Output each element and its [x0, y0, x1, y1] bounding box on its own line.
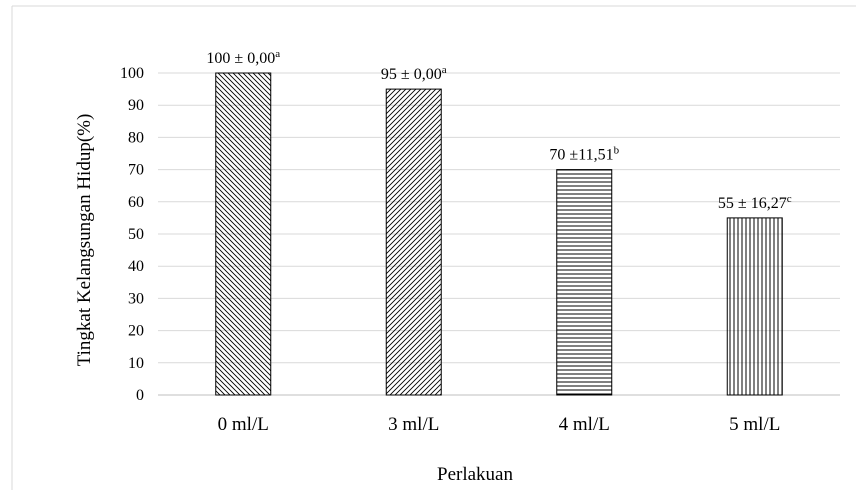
data-label: 55 ± 16,27c [718, 193, 792, 212]
data-label-value: 55 ± 16,27 [718, 195, 787, 212]
data-label: 70 ±11,51b [549, 145, 619, 164]
data-label: 95 ± 0,00a [381, 64, 447, 83]
gridlines [158, 72, 840, 396]
data-label-value: 70 ±11,51 [549, 147, 613, 164]
y-tick-label: 40 [128, 258, 144, 275]
x-category-label: 4 ml/L [559, 414, 610, 435]
data-label: 100 ± 0,00a [206, 48, 280, 67]
bar [726, 217, 783, 396]
data-label-superscript: a [442, 64, 447, 76]
bar [215, 72, 272, 396]
y-tick-label: 90 [128, 97, 144, 114]
x-category-labels: 0 ml/L 3 ml/L 4 ml/L 5 ml/L [218, 414, 781, 435]
data-label-superscript: a [275, 48, 280, 60]
y-tick-label: 0 [136, 387, 144, 404]
data-label-superscript: c [787, 193, 792, 205]
data-label-value: 100 ± 0,00 [206, 50, 275, 67]
data-label-superscript: b [614, 145, 620, 157]
y-tick-label: 80 [128, 129, 144, 146]
x-category-label: 5 ml/L [729, 414, 780, 435]
y-axis-title: Tingkat Kelangsungan Hidup(%) [74, 114, 95, 367]
y-tick-label: 30 [128, 290, 144, 307]
data-label-value: 95 ± 0,00 [381, 66, 442, 83]
bar [385, 88, 442, 396]
y-tick-labels: 0 10 20 30 40 50 60 70 80 90 100 [120, 65, 144, 404]
y-tick-label: 100 [120, 65, 144, 82]
x-category-label: 0 ml/L [218, 414, 269, 435]
bar [556, 169, 613, 396]
bars [215, 72, 783, 396]
y-tick-label: 60 [128, 194, 144, 211]
y-tick-label: 20 [128, 323, 144, 340]
y-tick-label: 10 [128, 355, 144, 372]
x-axis-title: Perlakuan [437, 464, 513, 485]
x-category-label: 3 ml/L [388, 414, 439, 435]
y-tick-label: 70 [128, 162, 144, 179]
y-tick-label: 50 [128, 226, 144, 243]
